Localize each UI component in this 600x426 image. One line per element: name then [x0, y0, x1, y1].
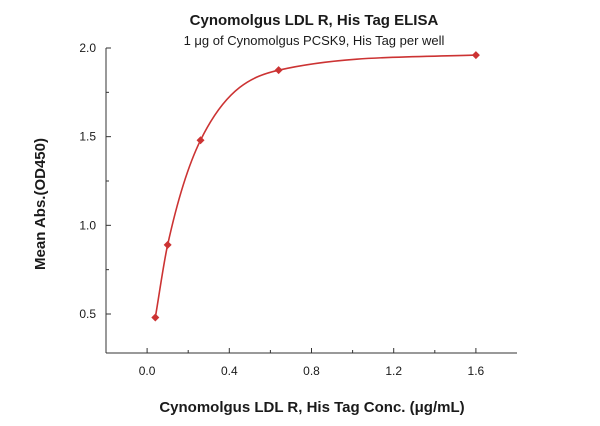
x-tick-label: 0.0	[139, 364, 156, 378]
y-tick-label: 0.5	[79, 307, 96, 321]
data-point	[274, 66, 283, 75]
data-point	[471, 51, 480, 60]
x-tick-label: 1.2	[385, 364, 402, 378]
x-axis-label: Cynomolgus LDL R, His Tag Conc. (μg/mL)	[159, 399, 464, 416]
chart-subtitle: 1 μg of Cynomolgus PCSK9, His Tag per we…	[184, 33, 445, 48]
data-point	[163, 240, 172, 249]
y-tick-label: 2.0	[79, 41, 96, 55]
axes	[105, 48, 517, 354]
x-tick-label: 0.4	[221, 364, 238, 378]
data-point	[151, 313, 160, 322]
ticks: 0.0 0.4 0.8 1.2 1.6 0.5 1.0 1.5 2.0	[79, 41, 484, 378]
data-point	[196, 136, 205, 145]
y-axis-label: Mean Abs.(OD450)	[32, 138, 49, 270]
chart-title: Cynomolgus LDL R, His Tag ELISA	[190, 12, 439, 29]
y-tick-label: 1.0	[79, 218, 96, 232]
x-tick-label: 0.8	[303, 364, 320, 378]
x-tick-label: 1.6	[468, 364, 485, 378]
fit-curve	[154, 54, 476, 318]
y-tick-label: 1.5	[79, 130, 96, 144]
plot-area	[151, 51, 480, 322]
